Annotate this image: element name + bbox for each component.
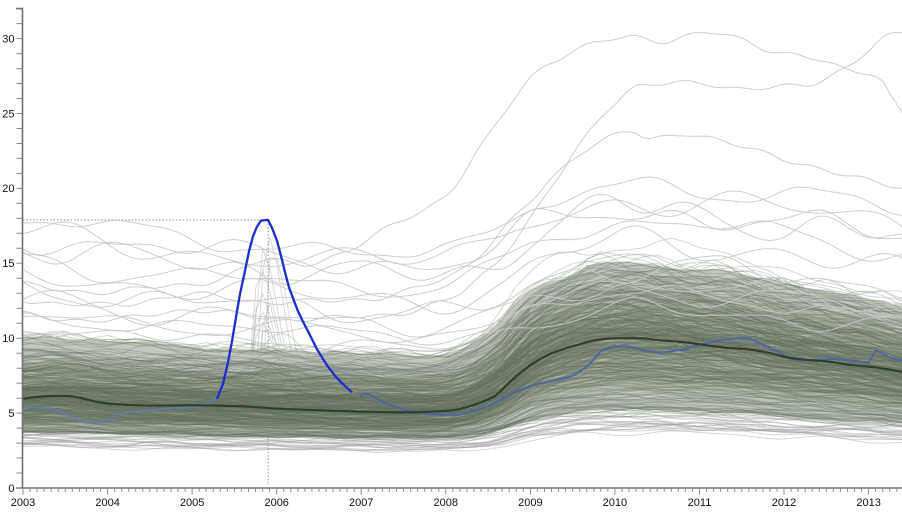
svg-text:2007: 2007 — [349, 497, 373, 509]
svg-text:2005: 2005 — [180, 497, 204, 509]
svg-text:5: 5 — [8, 408, 14, 420]
svg-text:2003: 2003 — [11, 497, 35, 509]
svg-text:30: 30 — [2, 33, 14, 45]
svg-text:2011: 2011 — [688, 497, 712, 509]
svg-text:2012: 2012 — [772, 497, 796, 509]
svg-text:10: 10 — [2, 333, 14, 345]
svg-text:2009: 2009 — [518, 497, 542, 509]
svg-text:25: 25 — [2, 108, 14, 120]
svg-text:15: 15 — [2, 258, 14, 270]
svg-text:2004: 2004 — [95, 497, 119, 509]
svg-text:2010: 2010 — [603, 497, 627, 509]
svg-text:0: 0 — [8, 483, 14, 495]
svg-text:2008: 2008 — [434, 497, 458, 509]
svg-text:2013: 2013 — [856, 497, 880, 509]
svg-text:20: 20 — [2, 183, 14, 195]
svg-text:2006: 2006 — [264, 497, 288, 509]
